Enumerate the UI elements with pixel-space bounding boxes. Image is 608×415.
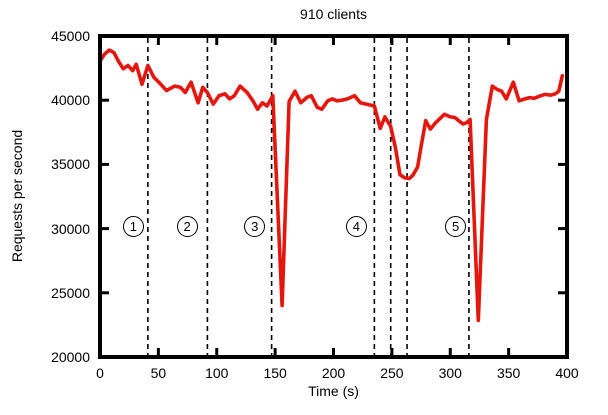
x-tick-label: 200 [321, 365, 346, 381]
y-tick-label: 45000 [51, 28, 90, 44]
y-tick-label: 35000 [51, 156, 90, 173]
phase-marker-5: 5 [445, 216, 467, 238]
x-tick-label: 250 [380, 365, 404, 381]
x-tick-label: 50 [150, 365, 167, 381]
plot-border [98, 34, 569, 359]
phase-marker-4: 4 [345, 216, 367, 238]
chart-title: 910 clients [300, 6, 367, 22]
y-tick-label: 30000 [51, 220, 90, 237]
requests-line [98, 48, 565, 323]
phase-marker-3: 3 [244, 216, 266, 238]
x-tick-label: 100 [205, 365, 229, 381]
x-tick-label: 300 [438, 365, 462, 381]
y-tick-label: 20000 [51, 349, 90, 365]
y-tick-label: 25000 [51, 284, 90, 301]
x-tick-label: 150 [263, 365, 287, 381]
x-tick-label: 0 [96, 365, 104, 381]
phase-marker-2: 2 [176, 216, 198, 238]
x-tick-label: 400 [555, 365, 579, 381]
x-axis-label: Time (s) [308, 383, 359, 399]
y-tick-label: 40000 [51, 92, 90, 109]
phase-marker-1: 1 [122, 216, 144, 238]
x-tick-label: 350 [496, 365, 521, 381]
